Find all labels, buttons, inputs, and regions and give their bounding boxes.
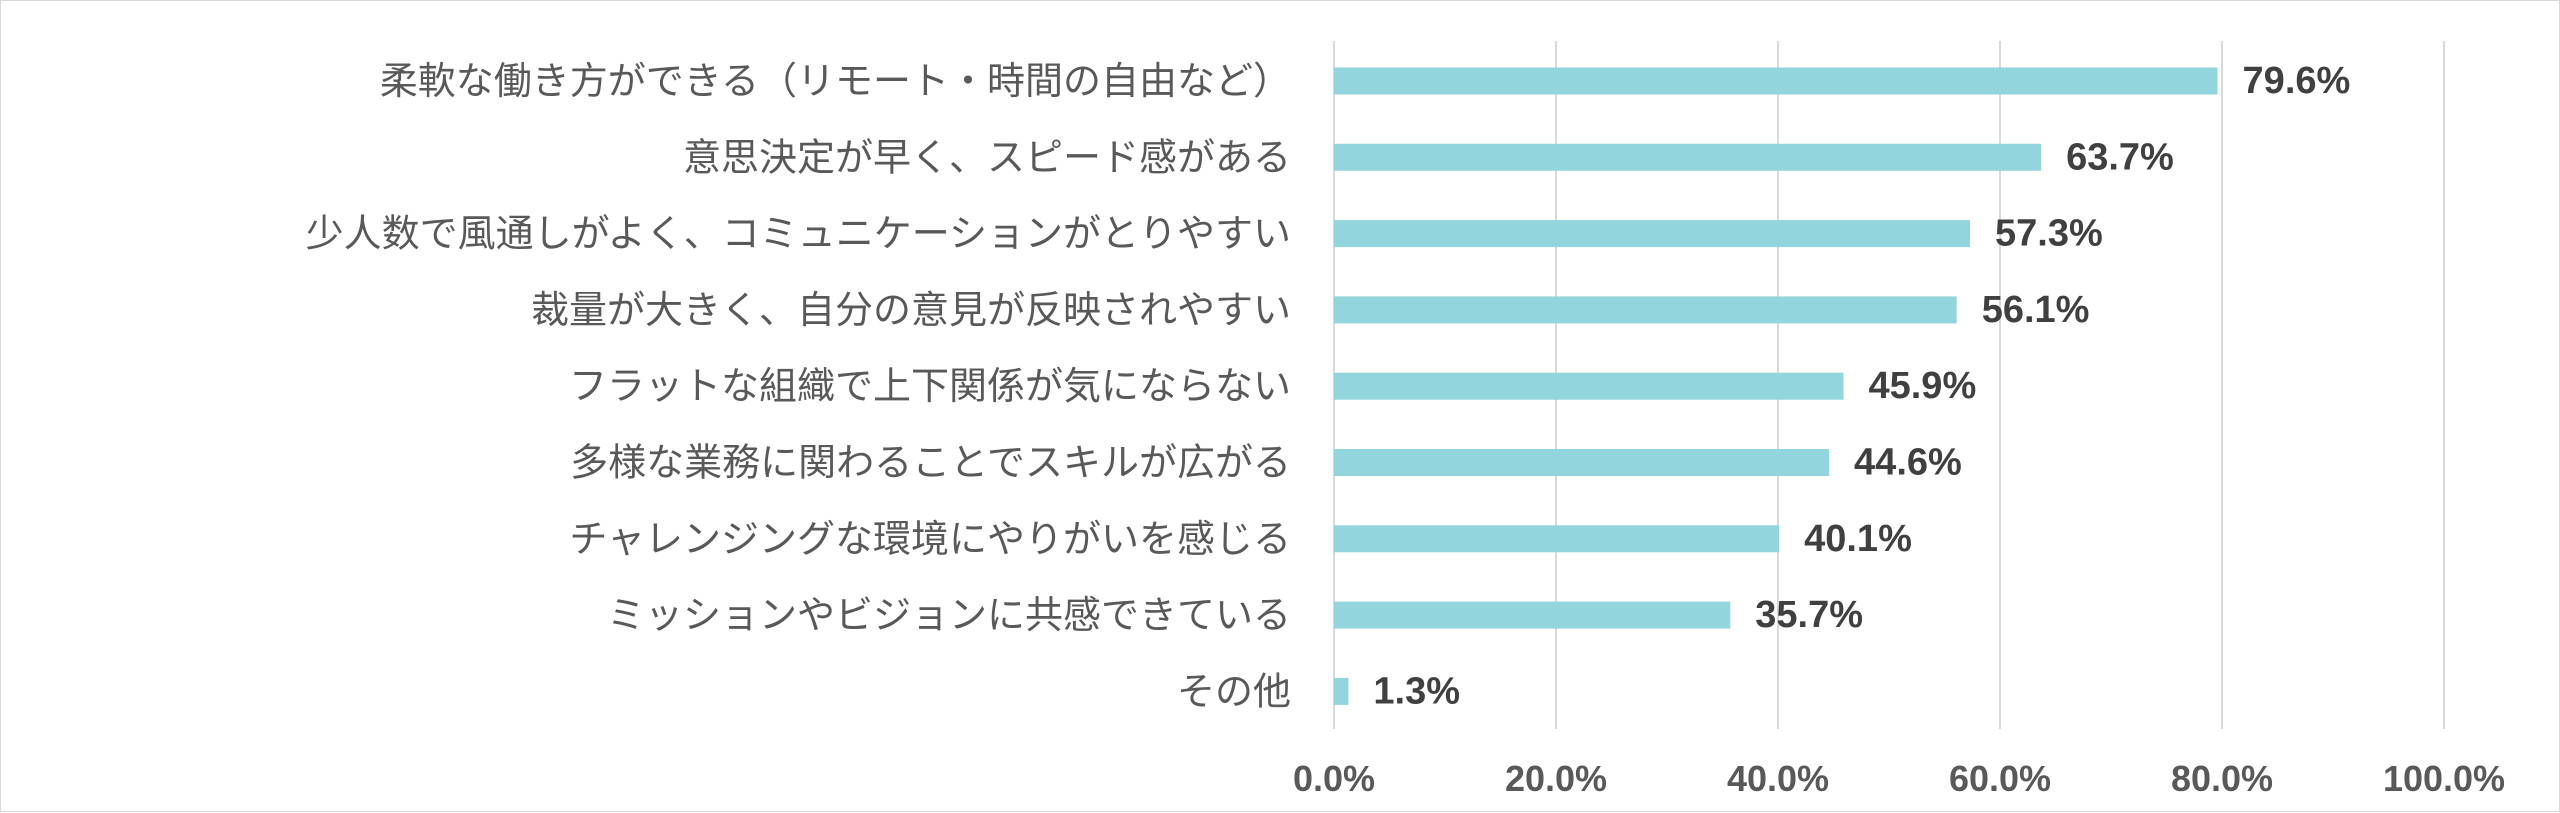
x-tick-label: 40.0% — [1727, 758, 1829, 799]
value-label: 63.7% — [2066, 136, 2174, 178]
category-label: その他 — [1177, 669, 1291, 713]
category-label: フラットな組織で上下関係が気にならない — [569, 364, 1291, 408]
bar — [1334, 525, 1780, 553]
x-tick-label: 60.0% — [1949, 758, 2051, 799]
bar — [1334, 372, 1844, 400]
value-label: 56.1% — [1982, 289, 2090, 331]
x-axis-ticks: 0.0% 20.0% 40.0% 60.0% 80.0% 100.0% — [1293, 758, 2505, 799]
value-label: 1.3% — [1373, 670, 1460, 712]
value-label: 79.6% — [2243, 60, 2351, 102]
x-tick-label: 80.0% — [2171, 758, 2273, 799]
value-label: 40.1% — [1804, 518, 1912, 560]
category-labels: 柔軟な働き方ができる（リモート・時間の自由など） 意思決定が早く、スピード感がある… — [306, 59, 1291, 713]
bar — [1334, 220, 1971, 248]
category-label: 多様な業務に関わることでスキルが広がる — [570, 441, 1291, 485]
x-tick-label: 0.0% — [1293, 758, 1375, 799]
bar — [1334, 143, 2042, 171]
value-label: 57.3% — [1995, 213, 2103, 255]
x-tick-label: 100.0% — [2383, 758, 2505, 799]
category-label: ミッションやビジョンに共感できている — [607, 593, 1291, 637]
value-labels: 79.6% 63.7% 57.3% 56.1%45.9% 44.6% 40.1% 35.7%… — [1373, 60, 2350, 712]
value-label: 35.7% — [1755, 594, 1863, 636]
bars — [1334, 67, 2218, 705]
bar — [1334, 449, 1830, 476]
x-tick-label: 20.0% — [1505, 758, 1607, 799]
bar — [1334, 296, 1957, 324]
value-label: 45.9% — [1868, 365, 1976, 407]
category-label: チャレンジングな環境にやりがいを感じる — [569, 517, 1291, 561]
bar — [1334, 601, 1731, 629]
category-label: 意思決定が早く、スピード感がある — [683, 135, 1291, 179]
bar — [1334, 67, 2218, 95]
bar — [1334, 677, 1349, 705]
category-label: 少人数で風通しがよく、コミュニケーションがとりやすい — [306, 212, 1291, 256]
category-label: 裁量が大きく、自分の意見が反映されやすい — [531, 288, 1291, 332]
value-label: 44.6% — [1854, 442, 1962, 484]
category-label: 柔軟な働き方ができる（リモート・時間の自由など） — [380, 59, 1291, 103]
